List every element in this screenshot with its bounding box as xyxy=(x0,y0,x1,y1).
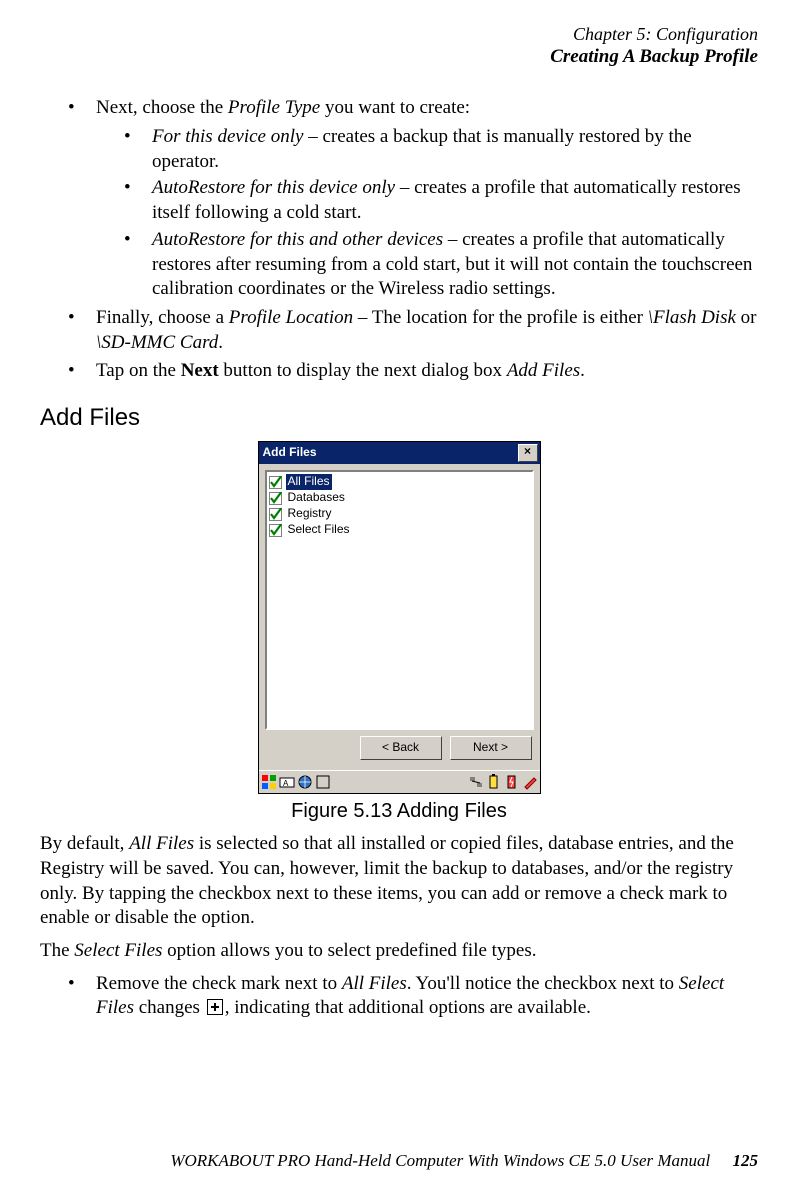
keyboard-icon[interactable]: A xyxy=(279,774,295,790)
file-type-listbox[interactable]: All FilesDatabasesRegistrySelect Files xyxy=(265,470,534,730)
list-item-label: Registry xyxy=(286,506,334,522)
list-item[interactable]: Registry xyxy=(269,506,530,522)
list-item-label: Select Files xyxy=(286,522,352,538)
footer-page-number: 125 xyxy=(733,1151,759,1170)
battery-icon[interactable] xyxy=(486,774,502,790)
back-button[interactable]: < Back xyxy=(360,736,442,760)
figure-add-files: Add Files × All FilesDatabasesRegistrySe… xyxy=(40,441,758,824)
svg-text:A: A xyxy=(283,779,289,788)
body-content: Next, choose the Profile Type you want t… xyxy=(40,96,758,1021)
taskbar: A xyxy=(259,770,540,793)
pen-icon[interactable] xyxy=(522,774,538,790)
charge-icon[interactable] xyxy=(504,774,520,790)
bullet-profile-type: Next, choose the Profile Type you want t… xyxy=(68,96,758,302)
figure-caption: Figure 5.13 Adding Files xyxy=(40,798,758,824)
network-icon[interactable] xyxy=(468,774,484,790)
bullet-remove-check: Remove the check mark next to All Files.… xyxy=(68,972,758,1021)
window-title: Add Files xyxy=(263,445,317,461)
list-item-label: Databases xyxy=(286,490,347,506)
checkbox-icon[interactable] xyxy=(269,524,282,537)
checkbox-icon[interactable] xyxy=(269,492,282,505)
list-item[interactable]: All Files xyxy=(269,474,530,490)
list-item[interactable]: Select Files xyxy=(269,522,530,538)
checkbox-icon[interactable] xyxy=(269,476,282,489)
window-titlebar: Add Files × xyxy=(259,442,540,464)
bullet-profile-location: Finally, choose a Profile Location – The… xyxy=(68,306,758,355)
header-section: Creating A Backup Profile xyxy=(40,46,758,69)
checkbox-icon[interactable] xyxy=(269,508,282,521)
next-button[interactable]: Next > xyxy=(450,736,532,760)
header-chapter: Chapter 5: Configuration xyxy=(40,24,758,46)
page-footer: WORKABOUT PRO Hand-Held Computer With Wi… xyxy=(40,1151,758,1171)
start-icon[interactable] xyxy=(261,774,277,790)
para-select-files: The Select Files option allows you to se… xyxy=(40,939,758,964)
para-default-all-files: By default, All Files is selected so tha… xyxy=(40,832,758,931)
list-item[interactable]: Databases xyxy=(269,490,530,506)
subbullet-this-device: For this device only – creates a backup … xyxy=(124,125,758,174)
list-item-label: All Files xyxy=(286,474,332,490)
footer-text: WORKABOUT PRO Hand-Held Computer With Wi… xyxy=(170,1151,710,1170)
page-header: Chapter 5: Configuration Creating A Back… xyxy=(40,24,758,68)
add-files-window: Add Files × All FilesDatabasesRegistrySe… xyxy=(258,441,541,794)
subhead-add-files: Add Files xyxy=(40,402,758,433)
app-icon[interactable] xyxy=(315,774,331,790)
globe-icon[interactable] xyxy=(297,774,313,790)
subbullet-autorestore-other: AutoRestore for this and other devices –… xyxy=(124,228,758,302)
plus-icon xyxy=(207,999,223,1015)
bullet-tap-next: Tap on the Next button to display the ne… xyxy=(68,359,758,384)
subbullet-autorestore-this: AutoRestore for this device only – creat… xyxy=(124,176,758,225)
close-icon[interactable]: × xyxy=(518,444,538,462)
